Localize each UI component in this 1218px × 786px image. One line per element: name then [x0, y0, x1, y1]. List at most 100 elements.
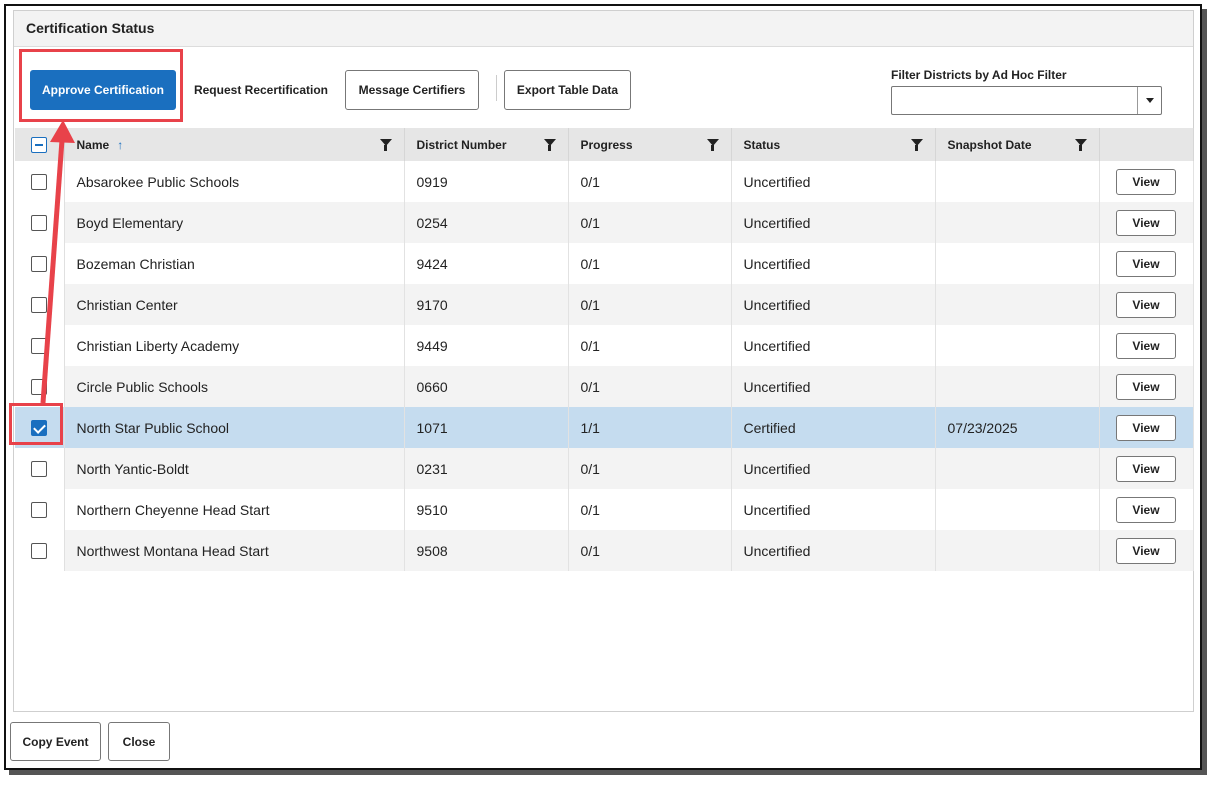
snapshot-date-cell [935, 489, 1100, 530]
filter-icon[interactable] [910, 139, 923, 151]
row-select-cell [15, 407, 65, 448]
row-checkbox[interactable] [31, 174, 48, 191]
column-header-name[interactable]: Name ↑ [64, 128, 405, 161]
district-number-cell: 1071 [404, 407, 569, 448]
view-button[interactable]: View [1116, 291, 1176, 318]
row-select-cell [15, 448, 65, 489]
view-button[interactable]: View [1116, 373, 1176, 400]
row-select-cell [15, 325, 65, 366]
table-row[interactable]: North Star Public School 1071 1/1 Certified… [15, 407, 1194, 448]
row-select-cell [15, 202, 65, 243]
district-number-cell: 9508 [404, 530, 569, 571]
row-checkbox[interactable] [31, 379, 48, 396]
status-cell: Uncertified [731, 161, 936, 202]
request-recertification-button[interactable]: Request Recertification [186, 70, 336, 110]
actions-cell: View [1099, 448, 1194, 489]
progress-cell: 0/1 [568, 530, 732, 571]
table-row[interactable]: Boyd Elementary 0254 0/1 Uncertified View [15, 202, 1194, 243]
dialog-window: Certification Status Approve Certificati… [4, 4, 1202, 770]
filter-icon[interactable] [706, 139, 719, 151]
ad-hoc-filter-select[interactable] [891, 86, 1162, 115]
row-checkbox[interactable] [31, 502, 48, 519]
filter-icon[interactable] [543, 139, 556, 151]
view-button[interactable]: View [1116, 455, 1176, 482]
status-cell: Certified [731, 407, 936, 448]
row-select-cell [15, 530, 65, 571]
view-button[interactable]: View [1116, 209, 1176, 236]
table-row[interactable]: Christian Liberty Academy 9449 0/1 Uncertif… [15, 325, 1194, 366]
table-row[interactable]: Bozeman Christian 9424 0/1 Uncertified View [15, 243, 1194, 284]
snapshot-date-cell [935, 325, 1100, 366]
filter-icon[interactable] [379, 139, 392, 151]
district-name-cell: Bozeman Christian [64, 243, 405, 284]
row-checkbox[interactable] [31, 215, 48, 232]
column-header-actions [1099, 128, 1194, 161]
view-button[interactable]: View [1116, 414, 1176, 441]
column-header-progress[interactable]: Progress [568, 128, 732, 161]
close-button[interactable]: Close [108, 722, 170, 761]
select-all-header [15, 128, 65, 161]
actions-cell: View [1099, 530, 1194, 571]
filter-icon[interactable] [1074, 139, 1087, 151]
view-button[interactable]: View [1116, 250, 1176, 277]
view-button[interactable]: View [1116, 332, 1176, 359]
filter-dropdown-toggle[interactable] [1137, 87, 1161, 114]
approve-certification-button[interactable]: Approve Certification [30, 70, 176, 110]
select-all-checkbox[interactable] [31, 136, 48, 153]
district-number-cell: 0660 [404, 366, 569, 407]
district-number-cell: 9449 [404, 325, 569, 366]
progress-cell: 0/1 [568, 284, 732, 325]
status-cell: Uncertified [731, 243, 936, 284]
district-number-cell: 0254 [404, 202, 569, 243]
actions-cell: View [1099, 243, 1194, 284]
row-select-cell [15, 366, 65, 407]
row-checkbox[interactable] [31, 338, 48, 355]
table-row[interactable]: Absarokee Public Schools 0919 0/1 Uncertifi… [15, 161, 1194, 202]
progress-cell: 0/1 [568, 161, 732, 202]
dialog-footer: Copy Event Close [6, 712, 1200, 768]
view-button[interactable]: View [1116, 496, 1176, 523]
row-checkbox[interactable] [31, 420, 48, 437]
district-number-cell: 9424 [404, 243, 569, 284]
certification-status-panel: Certification Status Approve Certificati… [13, 10, 1194, 712]
highlight-box-checkbox [9, 403, 63, 445]
district-number-cell: 9510 [404, 489, 569, 530]
progress-cell: 0/1 [568, 489, 732, 530]
row-checkbox[interactable] [31, 256, 48, 273]
message-certifiers-button[interactable]: Message Certifiers [345, 70, 479, 110]
highlight-box-approve [19, 49, 183, 122]
progress-cell: 0/1 [568, 243, 732, 284]
row-checkbox[interactable] [31, 297, 48, 314]
row-select-cell [15, 284, 65, 325]
progress-cell: 0/1 [568, 202, 732, 243]
row-select-cell [15, 243, 65, 284]
actions-cell: View [1099, 325, 1194, 366]
row-checkbox[interactable] [31, 543, 48, 560]
column-header-district-number[interactable]: District Number [404, 128, 569, 161]
table-row[interactable]: North Yantic-Boldt 0231 0/1 Uncertified View [15, 448, 1194, 489]
panel-title: Certification Status [14, 11, 1193, 47]
district-name-cell: Northern Cheyenne Head Start [64, 489, 405, 530]
actions-cell: View [1099, 407, 1194, 448]
district-name-cell: North Star Public School [64, 407, 405, 448]
column-header-snapshot-date[interactable]: Snapshot Date [935, 128, 1100, 161]
district-number-cell: 0919 [404, 161, 569, 202]
table-row[interactable]: Christian Center 9170 0/1 Uncertified View [15, 284, 1194, 325]
snapshot-date-cell [935, 366, 1100, 407]
view-button[interactable]: View [1116, 168, 1176, 195]
snapshot-date-cell: 07/23/2025 [935, 407, 1100, 448]
export-table-data-button[interactable]: Export Table Data [504, 70, 631, 110]
table-row[interactable]: Circle Public Schools 0660 0/1 Uncertified V… [15, 366, 1194, 407]
progress-cell: 0/1 [568, 448, 732, 489]
table-row[interactable]: Northern Cheyenne Head Start 9510 0/1 Uncer… [15, 489, 1194, 530]
district-name-cell: North Yantic-Boldt [64, 448, 405, 489]
district-number-cell: 0231 [404, 448, 569, 489]
copy-event-button[interactable]: Copy Event [10, 722, 101, 761]
column-header-status[interactable]: Status [731, 128, 936, 161]
status-cell: Uncertified [731, 202, 936, 243]
table-row[interactable]: Northwest Montana Head Start 9508 0/1 Uncer… [15, 530, 1194, 571]
actions-cell: View [1099, 489, 1194, 530]
view-button[interactable]: View [1116, 537, 1176, 564]
status-cell: Uncertified [731, 284, 936, 325]
row-checkbox[interactable] [31, 461, 48, 478]
